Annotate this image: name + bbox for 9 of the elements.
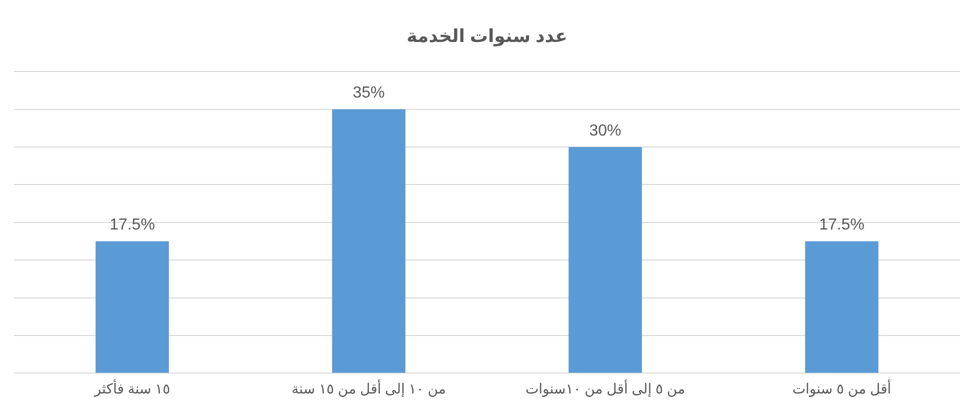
x-tick-label: من ٥ إلى أقل من ١٠سنوات bbox=[525, 379, 686, 398]
data-label: 17.5% bbox=[110, 216, 155, 234]
x-tick-label: من ١٠ إلى أقل من ١٥ سنة bbox=[292, 379, 446, 398]
x-tick-label: ١٥ سنة فأكثر bbox=[93, 378, 170, 398]
data-label: 30% bbox=[589, 122, 622, 140]
x-tick-label: أقل من ٥ سنوات bbox=[792, 379, 892, 398]
chart-title: عدد سنوات الخدمة bbox=[406, 26, 568, 47]
data-label: 35% bbox=[352, 84, 385, 102]
data-label: 17.5% bbox=[819, 216, 864, 234]
